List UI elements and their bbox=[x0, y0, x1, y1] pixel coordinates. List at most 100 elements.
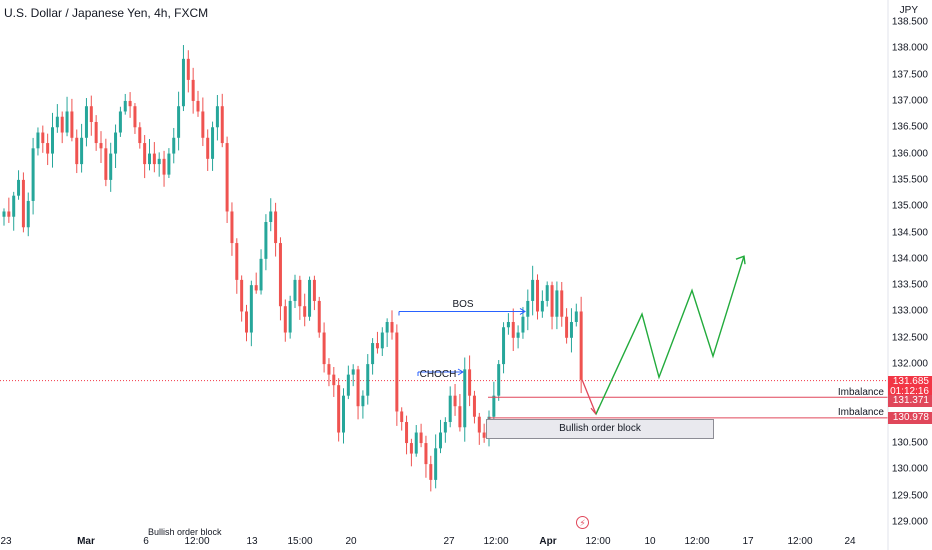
imbalance-label-2: Imbalance bbox=[837, 407, 884, 418]
candle-body bbox=[254, 285, 258, 291]
candle-body bbox=[225, 143, 229, 212]
choch-label: CHOCH bbox=[419, 369, 457, 380]
drop-arrow bbox=[581, 379, 597, 415]
candle-body bbox=[162, 158, 166, 175]
candle-body bbox=[65, 111, 69, 133]
candle-body bbox=[278, 243, 282, 307]
candle-body bbox=[472, 395, 476, 417]
candle-body bbox=[380, 332, 384, 349]
candle-body bbox=[2, 211, 6, 217]
candle-body bbox=[143, 143, 147, 165]
y-tick-label: 132.000 bbox=[891, 358, 928, 370]
candle-body bbox=[109, 153, 113, 180]
candle-body bbox=[366, 364, 370, 396]
candle-body bbox=[545, 285, 549, 301]
candle-body bbox=[152, 153, 156, 165]
candle-body bbox=[283, 306, 287, 333]
candle-body bbox=[181, 58, 185, 107]
order-block-zone[interactable]: Bullish order block bbox=[486, 419, 714, 439]
y-tick-label: 135.500 bbox=[891, 174, 928, 186]
y-tick-label: 137.500 bbox=[891, 69, 928, 81]
lightning-icon[interactable]: ⚡ bbox=[576, 516, 589, 529]
y-tick-label: 134.000 bbox=[891, 253, 928, 265]
candle-body bbox=[274, 211, 278, 244]
projection-path bbox=[595, 256, 745, 415]
candle-body bbox=[26, 200, 30, 228]
candle-body bbox=[346, 374, 350, 396]
candle-body bbox=[574, 311, 578, 322]
candle-body bbox=[220, 106, 224, 144]
candle-body bbox=[84, 106, 88, 138]
candle-body bbox=[89, 106, 93, 122]
candle-body bbox=[167, 153, 171, 175]
y-tick-label: 133.500 bbox=[891, 279, 928, 291]
candle-body bbox=[424, 443, 428, 465]
candle-body bbox=[196, 100, 200, 112]
candle-body bbox=[7, 211, 11, 217]
candle-body bbox=[565, 316, 569, 338]
candle-body bbox=[560, 290, 564, 317]
candle-body bbox=[555, 290, 559, 317]
candle-body bbox=[463, 369, 467, 428]
candle-body bbox=[405, 422, 409, 444]
candle-body bbox=[21, 179, 25, 228]
x-tick-label: 15:00 bbox=[287, 536, 313, 547]
x-tick-label: Mar bbox=[77, 536, 95, 547]
candle-body bbox=[356, 369, 360, 407]
y-tick-label: 129.000 bbox=[891, 516, 928, 528]
x-tick-label: 12:00 bbox=[787, 536, 813, 547]
y-tick-label: 134.500 bbox=[891, 227, 928, 239]
current-price-tag: 131.685 bbox=[888, 376, 932, 388]
candle-body bbox=[506, 322, 510, 328]
candle-body bbox=[351, 369, 355, 375]
candle-body bbox=[104, 148, 108, 180]
candle-body bbox=[385, 322, 389, 333]
candle-body bbox=[60, 116, 64, 133]
candle-body bbox=[172, 137, 176, 154]
candle-body bbox=[259, 258, 263, 291]
imbalance-price-tag-1: 131.371 bbox=[888, 395, 932, 407]
candle-body bbox=[288, 300, 292, 333]
candle-body bbox=[497, 364, 501, 396]
y-tick-label: 136.500 bbox=[891, 121, 928, 133]
candle-body bbox=[429, 464, 433, 480]
candle-body bbox=[269, 211, 273, 222]
candle-body bbox=[138, 127, 142, 144]
candle-body bbox=[322, 332, 326, 365]
candle-body bbox=[235, 243, 239, 280]
candle-body bbox=[468, 369, 472, 396]
candle-body bbox=[569, 322, 573, 338]
candle-body bbox=[157, 158, 161, 165]
candle-body bbox=[443, 422, 447, 433]
candle-body bbox=[70, 111, 74, 138]
y-tick-label: 130.500 bbox=[891, 437, 928, 449]
candle-body bbox=[458, 406, 462, 428]
candle-body bbox=[317, 300, 321, 333]
x-tick-label: 13 bbox=[246, 536, 258, 547]
y-tick-label: 138.000 bbox=[891, 42, 928, 54]
candle-body bbox=[540, 300, 544, 312]
y-tick-label: 135.000 bbox=[891, 200, 928, 212]
candle-body bbox=[375, 343, 379, 349]
candle-body bbox=[308, 279, 312, 317]
y-tick-label: 130.000 bbox=[891, 463, 928, 475]
candle-body bbox=[502, 327, 506, 365]
candle-body bbox=[400, 411, 404, 422]
candle-body bbox=[516, 332, 520, 338]
x-tick-label: 6 bbox=[143, 536, 149, 547]
candle-body bbox=[579, 311, 583, 380]
candle-body bbox=[361, 395, 365, 407]
x-tick-label: 27 bbox=[443, 536, 455, 547]
candle-body bbox=[293, 279, 297, 301]
candle-body bbox=[492, 395, 496, 417]
candle-body bbox=[342, 395, 345, 433]
candle-body bbox=[511, 322, 515, 338]
candle-body bbox=[327, 364, 331, 375]
candle-body bbox=[36, 132, 40, 149]
imbalance-label-1: Imbalance bbox=[837, 387, 884, 398]
symbol-title[interactable]: U.S. Dollar / Japanese Yen, 4h, FXCM bbox=[4, 6, 209, 20]
candle-body bbox=[201, 111, 205, 138]
x-tick-label: 12:00 bbox=[184, 536, 210, 547]
